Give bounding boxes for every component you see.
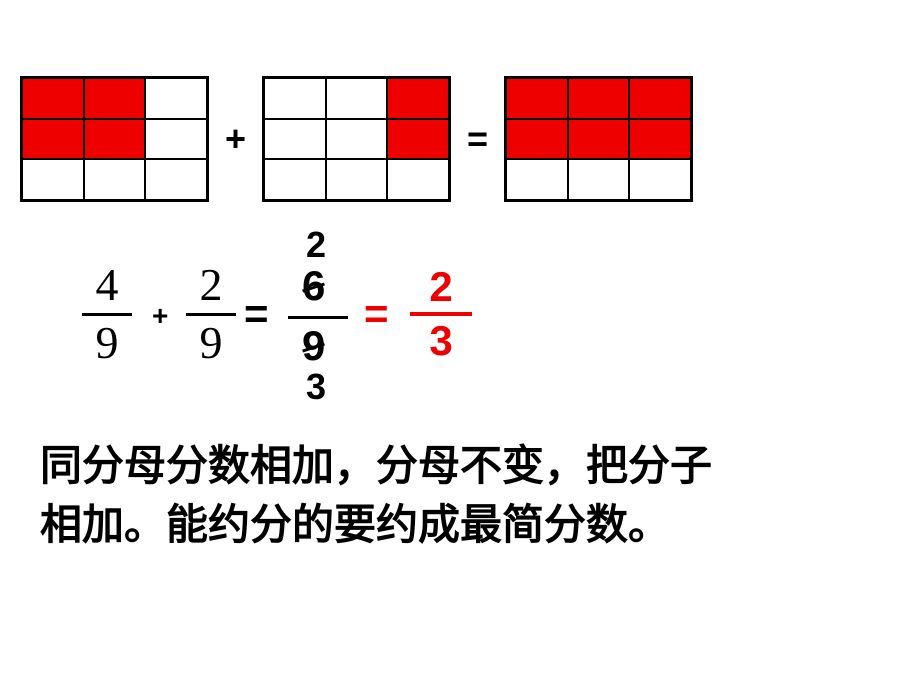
fraction-2-num: 2 [186, 260, 236, 311]
result-den: 3 [410, 318, 472, 364]
simplified-denominator: 3 [306, 366, 326, 408]
equation-plus: + [152, 300, 168, 332]
fraction-1-den: 9 [82, 318, 132, 369]
grid-cell [145, 159, 207, 200]
grid-cell [326, 119, 388, 160]
fraction-2: 2 9 [186, 260, 236, 368]
grid-cell [326, 159, 388, 200]
explanation-text: 同分母分数相加，分母不变，把分子 相加。能约分的要约成最简分数。 [40, 438, 880, 556]
fraction-intermediate-bar [288, 316, 348, 319]
grid-cell [326, 78, 388, 119]
plus-operator: + [225, 118, 246, 160]
grid-cell [264, 119, 326, 160]
equation-eq1: = [244, 290, 269, 338]
fraction-1: 4 9 [82, 260, 132, 368]
grid-addend-2 [262, 76, 451, 202]
fraction-result: 2 3 [410, 264, 472, 364]
grid-cell [84, 119, 146, 160]
equation-eq2: = [364, 290, 389, 338]
explanation-line1: 同分母分数相加，分母不变，把分子 [40, 444, 712, 490]
grid-cell [145, 119, 207, 160]
grid-cell [22, 119, 84, 160]
grid-cell [506, 119, 568, 160]
result-bar [410, 312, 472, 316]
grid-cell [629, 159, 691, 200]
grid-cell [84, 78, 146, 119]
struck-denominator: 9 [302, 322, 325, 370]
grid-cell [22, 159, 84, 200]
simplified-numerator: 2 [306, 224, 326, 266]
grid-cell [145, 78, 207, 119]
equals-operator: = [467, 118, 488, 160]
grid-cell [264, 159, 326, 200]
grid-cell [506, 159, 568, 200]
grid-cell [387, 78, 449, 119]
explanation-line2: 相加。能约分的要约成最简分数。 [40, 503, 670, 549]
grid-cell [387, 159, 449, 200]
grid-cell [84, 159, 146, 200]
fraction-1-num: 4 [82, 260, 132, 311]
grid-sum [504, 76, 693, 202]
fraction-2-bar [186, 313, 236, 316]
grid-addend-1 [20, 76, 209, 202]
grid-cell [568, 159, 630, 200]
struck-numerator: 6 [302, 262, 325, 310]
grid-cell [264, 78, 326, 119]
equation: 4 9 + 2 9 = 2 6 9 3 = 2 3 [82, 230, 602, 400]
grids-row: + = [20, 76, 693, 202]
grid-cell [568, 119, 630, 160]
grid-cell [568, 78, 630, 119]
grid-cell [629, 78, 691, 119]
fraction-2-den: 9 [186, 318, 236, 369]
fraction-intermediate: 2 6 9 3 [284, 230, 364, 400]
fraction-1-bar [82, 313, 132, 316]
grid-cell [22, 78, 84, 119]
grid-cell [506, 78, 568, 119]
grid-cell [629, 119, 691, 160]
grid-cell [387, 119, 449, 160]
result-num: 2 [410, 264, 472, 310]
